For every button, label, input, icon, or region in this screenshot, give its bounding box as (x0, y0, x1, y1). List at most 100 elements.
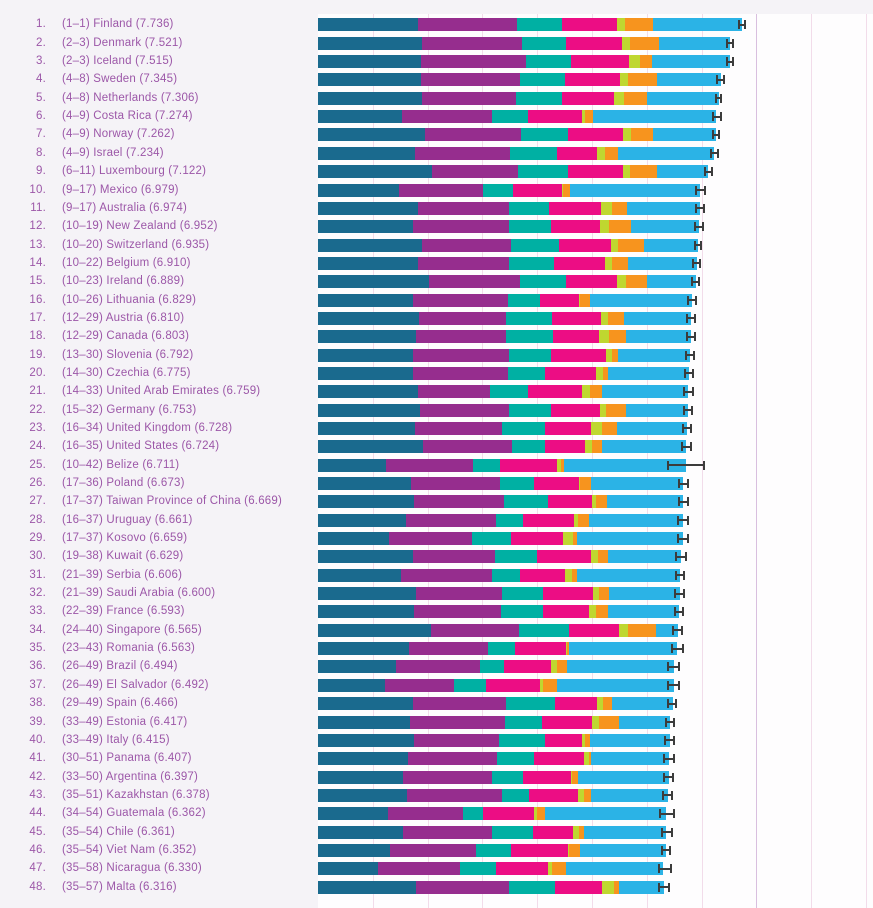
dark-blue-segment (318, 605, 415, 619)
whisker-left-cap (725, 38, 728, 48)
whisker-right-cap (678, 680, 681, 690)
rank-label: 32. (29, 587, 46, 600)
stacked-bar-canada (318, 330, 691, 344)
country-label: (24–40) Singapore (6.565) (62, 623, 202, 636)
yellow-green-segment (591, 495, 596, 509)
purple-segment (412, 293, 508, 307)
stacked-bar-israel (318, 146, 715, 160)
purple-segment (412, 697, 506, 711)
rank-label: 21. (29, 385, 46, 398)
light-blue-segment (584, 825, 667, 839)
light-blue-segment (627, 201, 700, 215)
dark-blue-segment (318, 862, 378, 876)
yellow-green-segment (593, 587, 600, 601)
confidence-interval-line (712, 115, 721, 118)
whisker-right-cap (685, 552, 688, 562)
rank-label: 35. (29, 642, 46, 655)
magenta-segment (514, 642, 566, 656)
orange-segment (577, 513, 589, 527)
orange-segment (624, 18, 653, 32)
light-blue-segment (564, 458, 686, 472)
yellow-green-segment (584, 752, 589, 766)
teal-segment (492, 568, 520, 582)
yellow-green-segment (578, 477, 580, 491)
rank-label: 26. (29, 477, 46, 490)
orange-segment (588, 752, 591, 766)
confidence-interval-line (662, 794, 673, 797)
teal-segment (522, 36, 567, 50)
magenta-segment (485, 678, 540, 692)
rank-label: 37. (29, 678, 46, 691)
whisker-left-cap (695, 203, 698, 213)
country-label: (14–33) United Arab Emirates (6.759) (62, 385, 261, 398)
teal-segment (505, 311, 552, 325)
yellow-green-segment (590, 550, 598, 564)
whisker-right-cap (672, 735, 675, 745)
orange-segment (579, 477, 592, 491)
purple-segment (389, 843, 476, 857)
whisker-left-cap (703, 167, 706, 177)
yellow-green-segment (614, 91, 624, 105)
light-blue-segment (652, 18, 743, 32)
dark-blue-segment (318, 568, 402, 582)
confidence-interval-line (687, 317, 696, 320)
purple-segment (412, 348, 509, 362)
light-blue-segment (556, 678, 674, 692)
whisker-left-cap (714, 93, 717, 103)
orange-segment (599, 587, 610, 601)
purple-segment (422, 36, 523, 50)
orange-segment (572, 770, 579, 784)
light-blue-segment (651, 55, 731, 69)
whisker-right-cap (703, 203, 705, 213)
country-label: (30–51) Panama (6.407) (62, 752, 192, 765)
whisker-right-cap (693, 332, 696, 342)
dark-blue-segment (318, 36, 423, 50)
whisker-left-cap (662, 772, 665, 782)
teal-segment (490, 385, 528, 399)
teal-segment (518, 165, 568, 179)
magenta-segment (550, 348, 606, 362)
confidence-interval-line (675, 610, 684, 613)
major-gridline (756, 14, 758, 908)
country-label: (26–49) Brazil (6.494) (62, 660, 178, 673)
light-blue-segment (619, 880, 665, 894)
whisker-left-cap (737, 20, 740, 30)
confidence-interval-line (663, 776, 674, 779)
whisker-right-cap (681, 644, 684, 654)
teal-segment (471, 532, 512, 546)
stacked-bar-panama (318, 752, 670, 766)
dark-blue-segment (318, 550, 413, 564)
magenta-segment (565, 73, 620, 87)
rank-label: 44. (29, 807, 46, 820)
whisker-right-cap (669, 845, 672, 855)
yellow-green-segment (571, 770, 573, 784)
orange-segment (590, 385, 603, 399)
light-blue-segment (657, 73, 721, 87)
yellow-green-segment (619, 73, 629, 87)
whisker-left-cap (685, 332, 688, 342)
light-blue-segment (601, 440, 687, 454)
stacked-bar-guatemala (318, 807, 667, 821)
whisker-right-cap (691, 405, 694, 415)
purple-segment (406, 788, 503, 802)
country-label: (6–11) Luxembourg (7.122) (62, 165, 207, 178)
purple-segment (418, 311, 506, 325)
whisker-left-cap (661, 790, 664, 800)
stacked-bar-kuwait (318, 550, 682, 564)
rank-label: 19. (29, 348, 46, 361)
stacked-bar-nicaragua (318, 862, 664, 876)
stacked-bar-austria (318, 311, 692, 325)
whisker-left-cap (725, 57, 728, 67)
rank-label: 18. (29, 330, 46, 343)
light-blue-segment (589, 293, 693, 307)
magenta-segment (504, 660, 552, 674)
dark-blue-segment (318, 770, 403, 784)
rank-label: 28. (29, 513, 46, 526)
country-label: (19–38) Kuwait (6.629) (62, 550, 184, 563)
light-blue-segment (612, 697, 673, 711)
confidence-interval-line (717, 78, 724, 81)
yellow-green-segment (588, 605, 596, 619)
country-label: (17–37) Taiwan Province of China (6.669) (62, 495, 283, 508)
stacked-bar-romania (318, 642, 678, 656)
dark-blue-segment (318, 293, 413, 307)
